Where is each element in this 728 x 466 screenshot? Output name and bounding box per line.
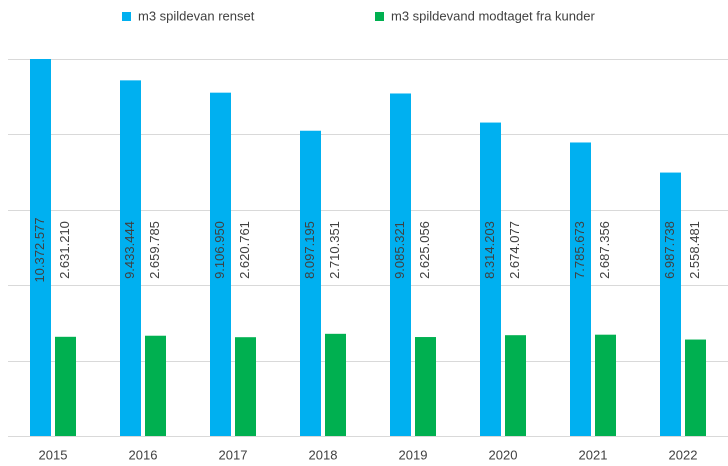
bar <box>325 333 346 436</box>
x-tick-label: 2017 <box>219 447 248 462</box>
value-label: 2.710.351 <box>327 221 342 279</box>
bar <box>480 122 501 436</box>
x-tick-label: 2016 <box>129 447 158 462</box>
grid <box>8 59 728 437</box>
legend-swatch <box>122 12 131 21</box>
bar <box>595 334 616 436</box>
legend-label: m3 spildevand modtaget fra kunder <box>391 8 595 23</box>
x-tick-label: 2020 <box>489 447 518 462</box>
x-tick-label: 2015 <box>39 447 68 462</box>
x-tick-label: 2021 <box>579 447 608 462</box>
value-label: 2.674.077 <box>507 221 522 279</box>
value-label: 7.785.673 <box>572 221 587 279</box>
bar <box>660 172 681 437</box>
bar <box>120 80 141 436</box>
bar <box>30 59 51 436</box>
x-tick-label: 2022 <box>669 447 698 462</box>
bar <box>55 336 76 436</box>
value-label: 2.631.210 <box>57 221 72 279</box>
legend-swatch <box>375 12 384 21</box>
bar <box>235 337 256 436</box>
x-tick-label: 2019 <box>399 447 428 462</box>
bar <box>685 339 706 436</box>
value-label: 9.433.444 <box>122 221 137 279</box>
bar <box>145 335 166 436</box>
bar <box>300 130 321 436</box>
value-label: 9.085.321 <box>392 221 407 279</box>
value-label: 2.625.056 <box>417 221 432 279</box>
value-label: 2.687.356 <box>597 221 612 279</box>
value-label: 10.372.577 <box>32 217 47 282</box>
bar <box>415 337 436 436</box>
value-label: 8.097.195 <box>302 221 317 279</box>
bar <box>570 142 591 436</box>
labels: 10.372.577 2.631.210 9.433.444 2.659.785 9.1… <box>32 217 702 282</box>
value-label: 6.987.738 <box>662 221 677 279</box>
value-label: 8.314.203 <box>482 221 497 279</box>
value-label: 2.558.481 <box>687 221 702 279</box>
legend-label: m3 spildevan renset <box>138 8 255 23</box>
value-label: 9.106.950 <box>212 221 227 279</box>
value-label: 2.620.761 <box>237 221 252 279</box>
x-tick-label: 2018 <box>309 447 338 462</box>
value-label: 2.659.785 <box>147 221 162 279</box>
bar <box>210 92 231 437</box>
bar <box>390 93 411 436</box>
bars <box>30 59 706 437</box>
bar <box>505 335 526 436</box>
